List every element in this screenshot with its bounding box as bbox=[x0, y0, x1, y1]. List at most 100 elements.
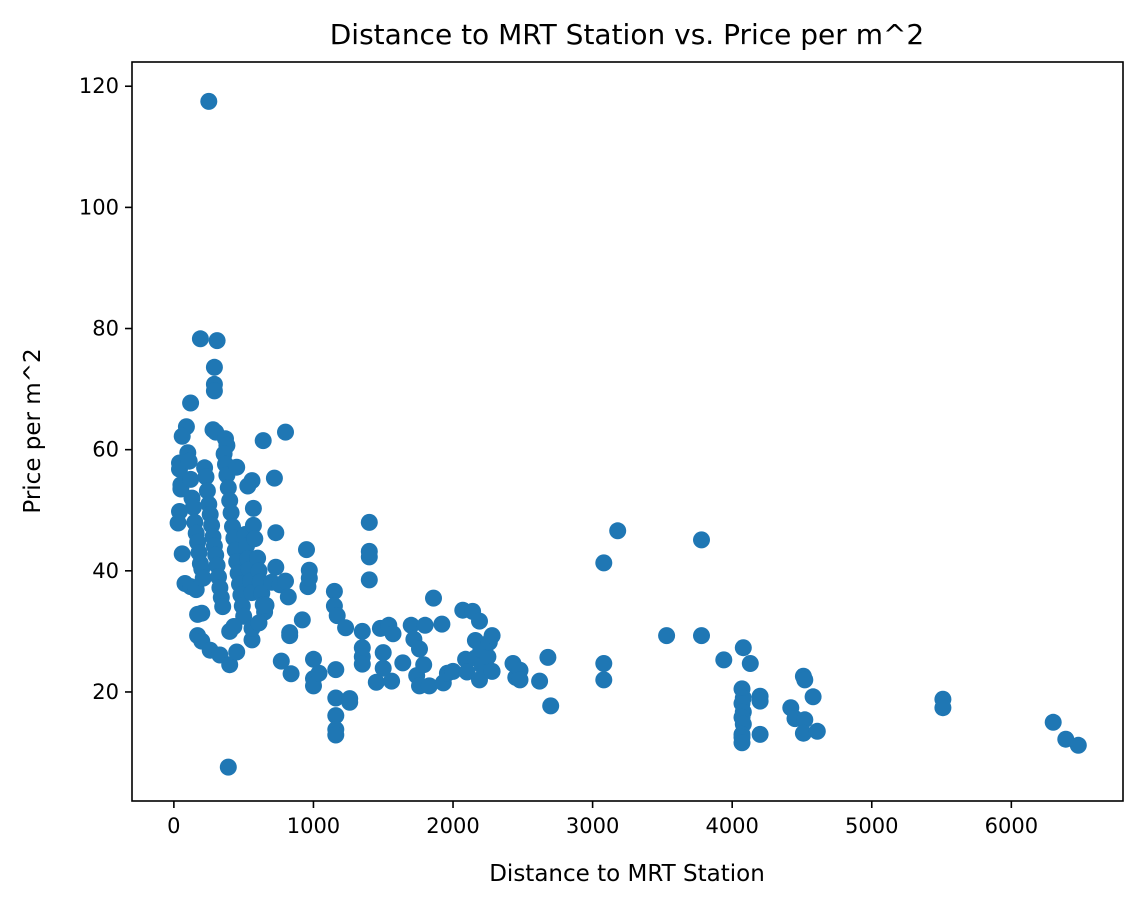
data-point bbox=[715, 651, 733, 669]
data-point bbox=[298, 541, 315, 559]
data-point bbox=[658, 627, 676, 645]
data-point bbox=[221, 656, 239, 674]
data-point bbox=[205, 382, 223, 400]
data-point bbox=[325, 582, 343, 600]
data-point bbox=[416, 616, 434, 634]
data-point bbox=[733, 734, 751, 752]
data-point bbox=[244, 516, 262, 534]
data-point bbox=[281, 624, 299, 642]
data-point bbox=[277, 423, 294, 441]
data-point bbox=[293, 611, 311, 629]
data-point bbox=[189, 605, 207, 623]
data-point bbox=[244, 499, 262, 517]
data-point bbox=[693, 531, 710, 549]
x-axis: 0 1000 2000 3000 4000 5000 6000 bbox=[167, 801, 1038, 838]
data-point bbox=[741, 655, 759, 672]
data-point bbox=[374, 659, 392, 677]
data-point bbox=[415, 656, 433, 674]
x-tick-label: 1000 bbox=[287, 814, 340, 838]
x-tick-label: 4000 bbox=[705, 814, 758, 838]
data-point bbox=[254, 432, 272, 450]
y-axis: 20 40 60 80 100 120 bbox=[79, 74, 132, 704]
data-point bbox=[208, 332, 226, 350]
x-tick-label: 2000 bbox=[426, 814, 479, 838]
data-point bbox=[180, 452, 198, 470]
data-point bbox=[384, 625, 402, 643]
data-point bbox=[796, 711, 814, 729]
data-point bbox=[277, 572, 294, 590]
y-tick-label: 40 bbox=[92, 559, 119, 583]
data-point bbox=[751, 725, 769, 743]
data-point bbox=[542, 697, 560, 715]
data-point bbox=[327, 689, 345, 707]
data-point bbox=[173, 427, 191, 445]
data-point bbox=[402, 616, 420, 634]
data-point bbox=[595, 554, 613, 572]
data-point bbox=[353, 655, 371, 673]
data-point bbox=[595, 655, 613, 672]
data-point bbox=[327, 707, 345, 725]
data-point bbox=[300, 561, 318, 579]
data-point bbox=[734, 639, 752, 657]
data-point bbox=[934, 699, 952, 717]
data-point bbox=[595, 671, 613, 689]
data-point bbox=[794, 724, 812, 742]
data-point bbox=[411, 640, 428, 658]
data-point bbox=[511, 671, 529, 689]
data-point bbox=[228, 643, 246, 661]
data-point bbox=[272, 652, 290, 670]
data-point bbox=[197, 468, 215, 486]
data-point bbox=[796, 671, 814, 689]
data-point bbox=[425, 589, 442, 607]
data-point bbox=[471, 671, 488, 689]
data-point bbox=[182, 470, 200, 488]
data-point bbox=[471, 612, 488, 630]
data-point bbox=[1069, 736, 1087, 754]
data-point bbox=[539, 648, 557, 666]
data-point bbox=[444, 662, 462, 680]
data-point bbox=[693, 627, 710, 645]
data-point bbox=[420, 677, 438, 695]
data-point bbox=[383, 672, 401, 690]
data-point bbox=[360, 542, 378, 560]
data-point bbox=[239, 477, 257, 495]
data-point bbox=[182, 394, 200, 412]
data-point bbox=[360, 571, 378, 589]
data-point bbox=[751, 692, 769, 710]
x-tick-label: 5000 bbox=[845, 814, 898, 838]
data-point bbox=[327, 661, 345, 679]
y-tick-label: 100 bbox=[79, 195, 119, 219]
data-point bbox=[531, 672, 549, 690]
data-point bbox=[205, 358, 223, 376]
data-point bbox=[353, 622, 371, 640]
data-point bbox=[305, 677, 322, 695]
data-point bbox=[191, 330, 209, 348]
data-point bbox=[374, 644, 392, 662]
y-tick-label: 60 bbox=[92, 438, 119, 462]
data-point bbox=[327, 726, 345, 744]
data-point bbox=[808, 722, 826, 740]
data-point bbox=[267, 558, 285, 576]
x-tick-label: 6000 bbox=[985, 814, 1038, 838]
x-axis-label: Distance to MRT Station bbox=[489, 861, 765, 887]
data-point bbox=[219, 479, 237, 497]
data-point bbox=[360, 513, 378, 531]
data-point bbox=[194, 569, 212, 587]
data-point bbox=[433, 615, 451, 633]
data-point bbox=[483, 627, 501, 645]
data-point bbox=[198, 482, 216, 500]
data-point bbox=[222, 504, 240, 522]
y-axis-label: Price per m^2 bbox=[20, 348, 46, 513]
data-point bbox=[267, 524, 285, 542]
x-tick-label: 3000 bbox=[566, 814, 619, 838]
data-point bbox=[341, 693, 359, 711]
data-point bbox=[328, 607, 346, 625]
y-tick-label: 120 bbox=[79, 74, 119, 98]
data-point bbox=[804, 688, 822, 706]
data-point bbox=[337, 619, 355, 637]
data-point bbox=[257, 596, 275, 614]
data-point bbox=[305, 650, 322, 668]
chart-title: Distance to MRT Station vs. Price per m^… bbox=[330, 18, 925, 51]
data-point bbox=[282, 665, 300, 683]
